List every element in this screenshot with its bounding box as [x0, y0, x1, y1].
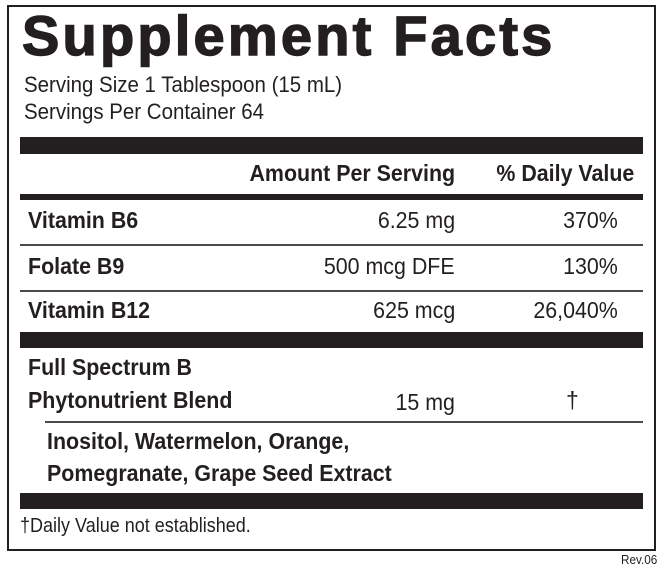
footnote-text: Daily Value not established.	[30, 515, 251, 537]
column-header-daily-value: % Daily Value	[496, 160, 634, 186]
thick-divider-bottom	[20, 493, 643, 509]
blend-amount: 15 mg	[395, 389, 455, 415]
blend-name-line1: Full Spectrum B	[28, 354, 193, 380]
nutrient-name: Vitamin B12	[28, 297, 151, 323]
row-divider	[20, 244, 643, 246]
blend-ingredients-line1: Inositol, Watermelon, Orange,	[47, 428, 350, 454]
thick-divider-middle	[20, 332, 643, 348]
nutrient-daily-value: 130%	[563, 253, 618, 279]
blend-dagger-symbol: †	[566, 387, 579, 413]
thick-divider-top	[20, 137, 643, 154]
medium-divider	[20, 194, 643, 200]
servings-per-container: Servings Per Container 64	[24, 99, 264, 124]
serving-size: Serving Size 1 Tablespoon (15 mL)	[24, 72, 343, 97]
blend-divider	[45, 421, 643, 423]
row-divider	[20, 290, 643, 292]
blend-name-line2: Phytonutrient Blend	[28, 387, 233, 413]
nutrient-daily-value: 26,040%	[533, 297, 618, 323]
nutrient-amount: 6.25 mg	[377, 207, 455, 233]
nutrient-name: Vitamin B6	[28, 207, 139, 233]
blend-ingredients-line2: Pomegranate, Grape Seed Extract	[47, 460, 392, 486]
column-header-amount: Amount Per Serving	[249, 160, 455, 186]
footnote-dagger-symbol: †	[20, 515, 31, 537]
supplement-facts-panel	[7, 5, 656, 551]
nutrient-daily-value: 370%	[563, 207, 618, 233]
revision-label: Rev.06	[620, 552, 657, 567]
nutrient-amount: 500 mcg DFE	[324, 253, 455, 279]
footnote: †Daily Value not established.	[20, 514, 251, 538]
nutrient-amount: 625 mcg	[372, 297, 455, 323]
nutrient-name: Folate B9	[28, 253, 125, 279]
panel-title: Supplement Facts	[21, 3, 556, 67]
